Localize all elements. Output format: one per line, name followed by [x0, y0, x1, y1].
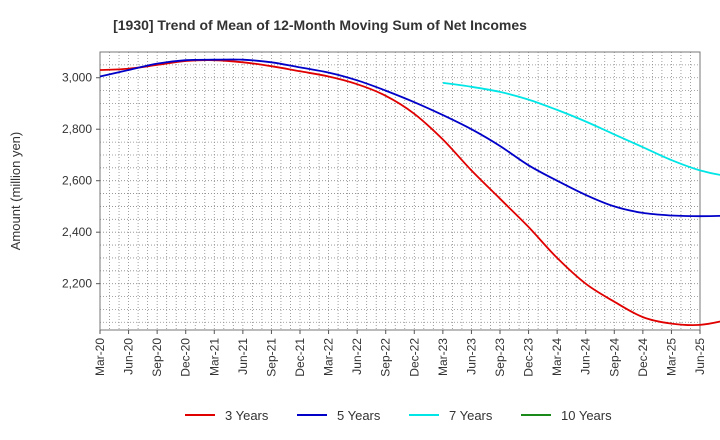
- x-tick-label: Dec-21: [293, 338, 307, 377]
- y-tick-label: 2,200: [62, 277, 92, 291]
- legend: 3 Years 5 Years 7 Years 10 Years: [185, 408, 612, 423]
- series-line-5-years: [99, 58, 720, 218]
- x-axis-ticks: Mar-20 Jun-20 Sep-20 Dec-20 Mar-21 Jun-21 Sep-…: [93, 330, 707, 377]
- plot-border: [99, 51, 701, 331]
- y-axis-ticks: 2,200 2,400 2,600 2,800 3,000: [62, 71, 100, 291]
- x-tick-label: Jun-20: [122, 338, 136, 375]
- x-tick-label: Sep-20: [150, 338, 164, 377]
- legend-label: 5 Years: [337, 408, 381, 423]
- x-tick-label: Sep-24: [607, 338, 621, 377]
- series-line-7-years: [442, 82, 720, 176]
- x-tick-label: Sep-22: [379, 338, 393, 377]
- x-tick-label: Sep-21: [264, 338, 278, 377]
- x-tick-label: Jun-24: [579, 338, 593, 375]
- chart-title: [1930] Trend of Mean of 12-Month Moving …: [113, 17, 527, 33]
- x-tick-label: Dec-22: [407, 338, 421, 377]
- x-tick-label: Sep-23: [493, 338, 507, 377]
- grid-layer: [99, 51, 701, 330]
- x-tick-label: Dec-23: [522, 338, 536, 377]
- x-tick-label: Mar-23: [436, 338, 450, 376]
- plot-area: [100, 52, 700, 330]
- y-tick-label: 2,400: [62, 225, 92, 239]
- x-tick-label: Dec-20: [179, 338, 193, 377]
- y-tick-label: 2,600: [62, 174, 92, 188]
- x-tick-label: Mar-20: [93, 338, 107, 376]
- legend-label: 3 Years: [225, 408, 269, 423]
- legend-label: 7 Years: [449, 408, 493, 423]
- x-tick-label: Mar-25: [664, 338, 678, 376]
- legend-label: 10 Years: [561, 408, 612, 423]
- y-tick-label: 3,000: [62, 71, 92, 85]
- y-axis-label: Amount (million yen): [8, 132, 23, 251]
- series-layer: [99, 58, 720, 327]
- x-tick-label: Jun-21: [236, 338, 250, 375]
- x-tick-label: Dec-24: [636, 338, 650, 377]
- x-tick-label: Jun-22: [350, 338, 364, 375]
- x-tick-label: Jun-25: [693, 338, 707, 375]
- x-tick-label: Mar-22: [322, 338, 336, 376]
- y-tick-label: 2,800: [62, 122, 92, 136]
- x-tick-label: Mar-24: [550, 338, 564, 376]
- x-tick-label: Jun-23: [464, 338, 478, 375]
- x-tick-label: Mar-21: [207, 338, 221, 376]
